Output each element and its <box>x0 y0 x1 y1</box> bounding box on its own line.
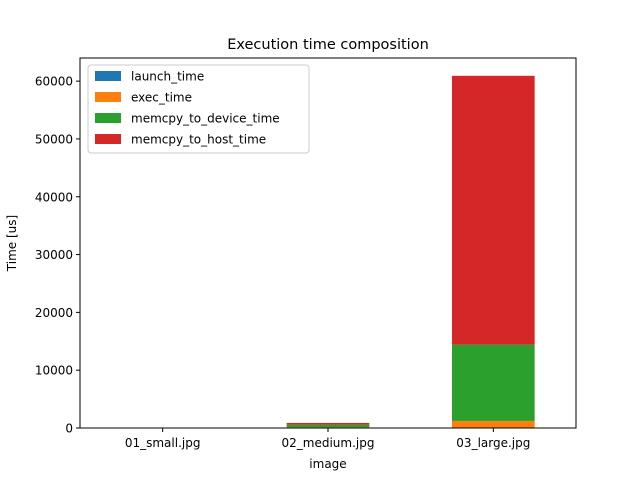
bar-segment <box>452 421 535 428</box>
y-tick-label: 10000 <box>35 364 73 378</box>
bar-segment <box>452 76 535 345</box>
legend-swatch <box>95 92 121 102</box>
legend-swatch <box>95 71 121 81</box>
legend-swatch <box>95 134 121 144</box>
chart-title: Execution time composition <box>227 37 429 53</box>
y-tick-label: 50000 <box>35 132 73 146</box>
x-tick-label: 03_large.jpg <box>456 436 530 450</box>
bar-segment <box>287 425 370 428</box>
y-tick-label: 60000 <box>35 75 73 89</box>
bar-segment <box>287 423 370 425</box>
legend-label: launch_time <box>131 70 204 84</box>
y-tick-label: 30000 <box>35 248 73 262</box>
x-tick-label: 02_medium.jpg <box>282 436 375 450</box>
legend-label: memcpy_to_host_time <box>131 133 266 147</box>
y-tick-label: 40000 <box>35 190 73 204</box>
legend: launch_time exec_time memcpy_to_device_tim… <box>88 65 309 153</box>
x-axis-label: image <box>309 457 346 471</box>
x-tick-label: 01_small.jpg <box>125 436 201 450</box>
legend-label: memcpy_to_device_time <box>131 112 280 126</box>
y-axis-label: Time [us] <box>5 215 19 272</box>
legend-label: exec_time <box>131 91 192 105</box>
bar-segment <box>452 345 535 421</box>
legend-swatch <box>95 113 121 123</box>
y-tick-label: 0 <box>65 422 73 436</box>
y-tick-label: 20000 <box>35 306 73 320</box>
